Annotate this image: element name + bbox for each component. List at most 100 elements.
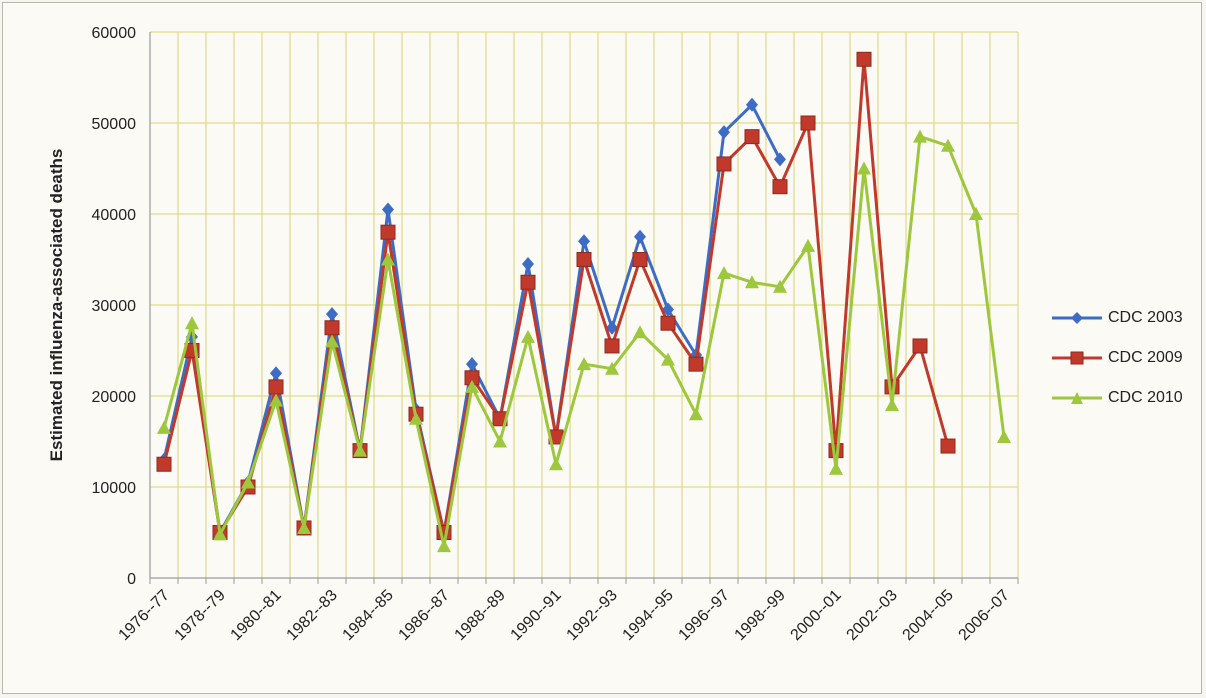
data-point bbox=[465, 379, 479, 393]
data-point bbox=[324, 320, 340, 336]
data-point bbox=[437, 539, 451, 553]
x-tick-label: 2006--07 bbox=[956, 587, 1013, 644]
series-cdc-2010 bbox=[157, 129, 1011, 553]
data-point bbox=[913, 129, 927, 143]
data-point bbox=[689, 407, 703, 421]
data-point bbox=[718, 125, 730, 140]
x-tick-label: 1984--85 bbox=[340, 587, 397, 644]
legend-label-cdc-2003: CDC 2003 bbox=[1108, 309, 1183, 326]
x-tick-label: 1982--83 bbox=[284, 587, 341, 644]
data-point bbox=[716, 156, 732, 172]
x-tick-label: 2004--05 bbox=[900, 587, 957, 644]
data-point bbox=[857, 161, 871, 175]
axis-layer: 01000020000300004000050000600001976--771… bbox=[92, 25, 1019, 644]
data-point bbox=[773, 279, 787, 293]
data-point bbox=[157, 420, 171, 434]
x-tick-label: 1990--91 bbox=[508, 587, 565, 644]
data-point bbox=[353, 443, 367, 457]
data-point bbox=[801, 238, 815, 252]
data-point bbox=[521, 329, 535, 343]
x-tick-label: 1988--89 bbox=[452, 587, 509, 644]
data-point bbox=[940, 438, 956, 454]
data-point bbox=[604, 338, 620, 354]
x-tick-label: 1992--93 bbox=[564, 587, 621, 644]
data-point bbox=[270, 366, 282, 381]
data-point bbox=[746, 97, 758, 112]
data-point bbox=[213, 527, 227, 541]
data-point bbox=[744, 129, 760, 145]
data-point bbox=[717, 266, 731, 280]
y-tick-label: 50000 bbox=[92, 116, 137, 133]
data-point bbox=[997, 429, 1011, 443]
y-axis-title: Estimated influenza-associated deaths bbox=[47, 149, 66, 462]
data-point bbox=[380, 224, 396, 240]
data-point bbox=[829, 461, 843, 475]
legend-label-cdc-2009: CDC 2009 bbox=[1108, 349, 1183, 366]
x-tick-label: 1996--97 bbox=[676, 587, 733, 644]
y-tick-label: 40000 bbox=[92, 207, 137, 224]
series-layer bbox=[156, 51, 1011, 553]
data-point bbox=[578, 234, 590, 249]
y-tick-label: 20000 bbox=[92, 389, 137, 406]
y-tick-label: 60000 bbox=[92, 25, 137, 42]
data-point bbox=[576, 252, 592, 267]
data-point bbox=[325, 334, 339, 348]
data-point bbox=[633, 325, 647, 339]
data-point bbox=[493, 434, 507, 448]
x-tick-label: 1980--81 bbox=[228, 587, 285, 644]
data-point bbox=[661, 352, 675, 366]
data-point bbox=[941, 138, 955, 152]
data-point bbox=[745, 275, 759, 289]
data-point bbox=[326, 307, 338, 322]
data-point bbox=[605, 361, 619, 375]
y-tick-label: 0 bbox=[127, 571, 136, 588]
data-point bbox=[522, 257, 534, 272]
legend-label-cdc-2010: CDC 2010 bbox=[1108, 389, 1183, 406]
data-point bbox=[969, 207, 983, 220]
y-tick-label: 10000 bbox=[92, 480, 137, 497]
grid-layer bbox=[149, 31, 1019, 578]
legend-swatch-cdc-2009 bbox=[1052, 351, 1102, 365]
x-tick-label: 2002--03 bbox=[844, 587, 901, 644]
x-tick-label: 1986--87 bbox=[396, 587, 453, 644]
data-point bbox=[381, 252, 395, 266]
data-point bbox=[772, 179, 788, 195]
x-tick-label: 1994--95 bbox=[620, 587, 677, 644]
legend-swatch-cdc-2010 bbox=[1052, 392, 1102, 404]
data-point bbox=[800, 115, 816, 131]
data-point bbox=[912, 338, 928, 354]
x-tick-label: 1998--99 bbox=[732, 587, 789, 644]
data-point bbox=[577, 357, 591, 371]
data-point bbox=[268, 379, 284, 395]
x-tick-label: 1976--77 bbox=[116, 587, 173, 644]
data-point bbox=[885, 398, 899, 412]
data-point bbox=[549, 457, 563, 471]
data-point bbox=[269, 393, 283, 407]
x-tick-label: 1978--79 bbox=[172, 587, 229, 644]
data-point bbox=[856, 51, 872, 67]
data-point bbox=[632, 252, 648, 267]
y-tick-label: 30000 bbox=[92, 298, 137, 315]
x-tick-label: 2000--01 bbox=[788, 587, 845, 644]
chart-legend: CDC 2003 CDC 2009 CDC 2010 bbox=[1052, 298, 1200, 418]
legend-item-cdc-2003: CDC 2003 bbox=[1052, 298, 1200, 338]
series-line bbox=[162, 103, 782, 534]
legend-item-cdc-2010: CDC 2010 bbox=[1052, 378, 1200, 418]
data-point bbox=[382, 202, 394, 217]
data-point bbox=[297, 520, 311, 534]
data-point bbox=[520, 274, 536, 290]
data-point bbox=[660, 315, 676, 331]
data-point bbox=[156, 456, 172, 472]
legend-item-cdc-2009: CDC 2009 bbox=[1052, 338, 1200, 378]
data-point bbox=[774, 152, 786, 167]
legend-swatch-cdc-2003 bbox=[1052, 312, 1102, 324]
data-point bbox=[185, 316, 199, 330]
data-point bbox=[241, 475, 255, 489]
data-point bbox=[688, 356, 704, 372]
data-point bbox=[606, 320, 618, 335]
data-point bbox=[634, 229, 646, 244]
data-point bbox=[466, 357, 478, 372]
data-point bbox=[409, 411, 423, 425]
